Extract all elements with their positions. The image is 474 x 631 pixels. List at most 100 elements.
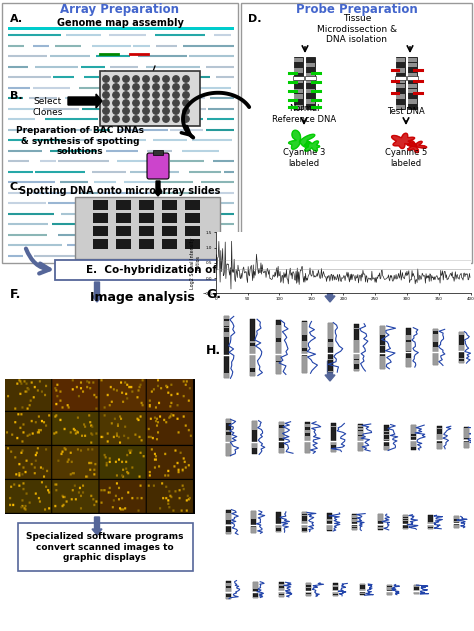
Circle shape [133,76,139,82]
Circle shape [163,100,169,106]
Polygon shape [289,130,315,150]
Bar [384,446,389,451]
Bar [459,331,464,363]
Bar [459,362,464,363]
Bar [276,342,281,361]
Bar [403,520,408,521]
Circle shape [123,76,129,82]
Circle shape [143,116,149,122]
Circle shape [113,91,119,98]
Circle shape [183,116,189,122]
Bar [250,319,255,375]
FancyArrow shape [325,361,335,381]
Circle shape [113,116,119,122]
Bar [395,76,406,80]
Bar [162,226,177,236]
Text: Array Preparation: Array Preparation [61,4,180,16]
Bar [294,105,303,109]
Bar [396,84,405,88]
Bar [433,329,438,365]
Bar [276,531,282,532]
Bar [294,89,303,93]
Bar [360,584,365,595]
Polygon shape [407,141,427,153]
Bar [396,58,405,62]
Bar [352,528,357,530]
Text: Image analysis: Image analysis [90,290,195,304]
Bar [305,447,310,453]
Circle shape [173,91,179,98]
Bar [116,213,131,223]
Bar [380,326,385,369]
Bar [306,57,315,109]
Bar [250,372,255,375]
Bar [464,442,469,445]
Bar [408,89,417,93]
Bar [354,362,359,364]
Bar [387,587,392,589]
Bar [407,335,411,340]
Circle shape [113,76,119,82]
Bar [433,357,438,365]
Bar [407,327,411,367]
Circle shape [133,116,139,122]
Text: Probe Preparation: Probe Preparation [296,4,418,16]
Bar [251,510,256,533]
Bar [327,513,332,531]
Bar [226,593,231,594]
FancyArrow shape [92,282,102,302]
FancyArrow shape [325,282,335,302]
Circle shape [173,108,179,114]
FancyArrow shape [154,181,162,196]
Bar [224,316,228,379]
Circle shape [113,108,119,114]
Bar [396,68,405,73]
Bar [464,445,469,447]
Circle shape [183,84,189,90]
Bar [306,587,311,589]
Bar [305,436,310,441]
Bar [411,440,416,447]
Bar [396,105,405,109]
FancyArrow shape [92,517,102,535]
Bar [301,521,307,528]
Bar [387,592,392,594]
Bar [226,420,231,423]
Bar [433,348,438,357]
Bar [279,422,283,425]
Text: C.: C. [10,182,22,192]
Bar [380,345,385,346]
Bar [306,592,311,593]
Bar [139,239,154,249]
Bar [328,359,333,360]
Circle shape [113,100,119,106]
Bar [251,516,256,517]
Bar [333,584,338,596]
Circle shape [153,108,159,114]
Bar [411,436,416,437]
Text: Spotting DNA onto microarray slides: Spotting DNA onto microarray slides [19,186,221,196]
Bar [403,515,408,517]
Text: Specialized software programs
convert scanned images to
graphic displays: Specialized software programs convert sc… [26,532,184,562]
Bar [226,510,231,534]
Text: Test DNA: Test DNA [387,107,425,115]
Bar [333,584,338,587]
Bar [294,58,303,62]
Text: E.  Co-hybridization of normal and test DNA probes: E. Co-hybridization of normal and test D… [86,265,388,275]
Bar [162,200,177,210]
Bar [464,427,469,447]
Bar [378,514,383,521]
Bar [224,355,228,357]
Bar [139,226,154,236]
Bar [75,197,220,259]
Circle shape [133,108,139,114]
Circle shape [183,108,189,114]
Circle shape [133,100,139,106]
Bar [116,226,131,236]
Circle shape [103,91,109,98]
Circle shape [153,91,159,98]
Bar [407,358,411,367]
Bar [433,329,438,331]
Bar [414,589,419,591]
Bar [407,341,411,351]
